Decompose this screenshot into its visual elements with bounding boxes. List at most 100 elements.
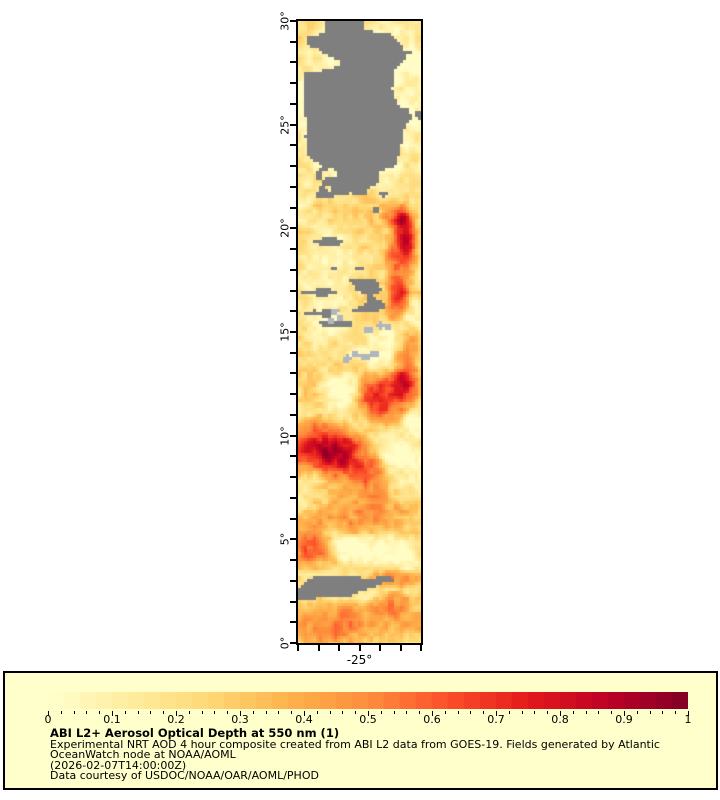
lat-tick: [290, 476, 296, 479]
colorbar-minor-tick: [355, 711, 357, 714]
colorbar-minor-tick: [201, 711, 203, 714]
colorbar-minor-tick: [316, 711, 318, 714]
colorbar-major-tick: [48, 711, 49, 716]
aod-heatmap-canvas: [298, 21, 421, 643]
colorbar-minor-tick: [380, 711, 382, 714]
lat-tick: [290, 434, 296, 437]
lat-tick: [290, 289, 296, 292]
colorbar-tick-label: 0.8: [551, 713, 569, 726]
colorbar-major-tick: [112, 711, 113, 716]
colorbar-tick-label: 0.4: [295, 713, 313, 726]
colorbar-minor-tick: [265, 711, 267, 714]
lat-tick: [290, 123, 296, 126]
lat-axis-label: 0°: [278, 636, 292, 650]
colorbar-minor-tick: [278, 711, 280, 714]
caption-line: OceanWatch node at NOAA/AOML: [50, 748, 236, 762]
colorbar-tick-label: 0.3: [231, 713, 249, 726]
colorbar-minor-tick: [470, 711, 472, 714]
lat-tick: [290, 600, 296, 603]
caption-title: ABI L2+ Aerosol Optical Depth at 550 nm …: [50, 726, 340, 740]
colorbar-minor-tick: [214, 711, 216, 714]
colorbar-minor-tick: [508, 711, 510, 714]
lon-tick: [338, 645, 340, 651]
aod-map-plot: [296, 19, 423, 645]
lat-tick: [290, 351, 296, 354]
lat-tick: [290, 40, 296, 43]
colorbar-minor-tick: [342, 711, 344, 714]
colorbar-major-tick: [688, 711, 689, 716]
colorbar-minor-tick: [227, 711, 229, 714]
colorbar-minor-tick: [329, 711, 331, 714]
colorbar-minor-tick: [291, 711, 293, 714]
colorbar-minor-tick: [393, 711, 395, 714]
colorbar-minor-tick: [649, 711, 651, 714]
lat-tick: [290, 185, 296, 188]
colorbar-tick-label: 0.6: [423, 713, 441, 726]
colorbar-minor-tick: [406, 711, 408, 714]
lon-tick: [379, 645, 381, 651]
caption-line: Data courtesy of USDOC/NOAA/OAR/AOML/PHO…: [50, 769, 319, 783]
lat-axis-label: 15°: [278, 322, 292, 342]
colorbar-minor-tick: [86, 711, 88, 714]
colorbar-minor-tick: [150, 711, 152, 714]
colorbar-major-tick: [176, 711, 177, 716]
lat-tick: [290, 372, 296, 375]
lat-tick: [290, 310, 296, 313]
colorbar-tick-label: 1: [684, 713, 692, 726]
lat-tick: [290, 144, 296, 147]
lon-tick: [317, 645, 320, 651]
colorbar-minor-tick: [252, 711, 254, 714]
colorbar-major-tick: [624, 711, 625, 716]
colorbar-minor-tick: [124, 711, 126, 714]
colorbar-major-tick: [496, 711, 497, 716]
lat-tick: [290, 517, 296, 520]
lat-tick: [290, 455, 296, 458]
lat-tick: [290, 20, 296, 22]
lat-tick: [290, 248, 296, 251]
colorbar-minor-tick: [598, 711, 600, 714]
colorbar-major-tick: [368, 711, 369, 716]
lat-tick: [290, 413, 296, 416]
colorbar-minor-tick: [419, 711, 421, 714]
colorbar-major-tick: [240, 711, 241, 716]
colorbar-legend-box: 0 0.1 0.2 0.3 0.4 0.5 0.6 0.7 0.8 0.9 1 ABI L2+ Ae…: [3, 671, 718, 790]
colorbar-minor-tick: [585, 711, 587, 714]
colorbar-major-tick: [560, 711, 561, 716]
lon-tick: [297, 645, 299, 651]
lat-axis-label: 25°: [278, 114, 292, 135]
colorbar-minor-tick: [457, 711, 459, 714]
caption-line: (2026-02-07T14:00:00Z): [50, 758, 187, 772]
lat-tick: [290, 642, 296, 644]
colorbar-minor-tick: [60, 711, 62, 714]
lat-tick: [290, 621, 296, 624]
colorbar-tick-label: 0: [44, 713, 52, 726]
colorbar-major-tick: [432, 711, 433, 716]
colorbar-minor-tick: [636, 711, 638, 714]
lat-tick: [290, 102, 296, 105]
lat-tick: [290, 206, 296, 209]
colorbar-minor-tick: [547, 711, 549, 714]
lat-tick: [290, 538, 296, 541]
lat-axis-label: 30°: [278, 11, 292, 31]
colorbar-minor-tick: [137, 711, 139, 714]
colorbar-tick-label: 0.9: [615, 713, 633, 726]
lat-axis-label: 5°: [278, 533, 292, 546]
colorbar-minor-tick: [444, 711, 446, 714]
colorbar-minor-tick: [163, 711, 165, 714]
colorbar-minor-tick: [675, 711, 677, 714]
lat-tick: [290, 227, 296, 230]
lat-axis-label: 20°: [278, 218, 292, 239]
colorbar-tick-label: 0.7: [487, 713, 505, 726]
caption-line: Experimental NRT AOD 4 hour composite cr…: [50, 737, 660, 751]
colorbar-tick-label: 0.1: [103, 713, 121, 726]
colorbar-minor-tick: [188, 711, 190, 714]
lat-tick: [290, 268, 296, 271]
colorbar-major-tick: [304, 711, 305, 716]
lon-tick: [420, 645, 422, 651]
colorbar-tick-label: 0.2: [167, 713, 185, 726]
colorbar-minor-tick: [99, 711, 101, 714]
colorbar-minor-tick: [483, 711, 485, 714]
lat-axis-label: 10°: [278, 425, 292, 446]
lon-tick: [358, 645, 361, 651]
